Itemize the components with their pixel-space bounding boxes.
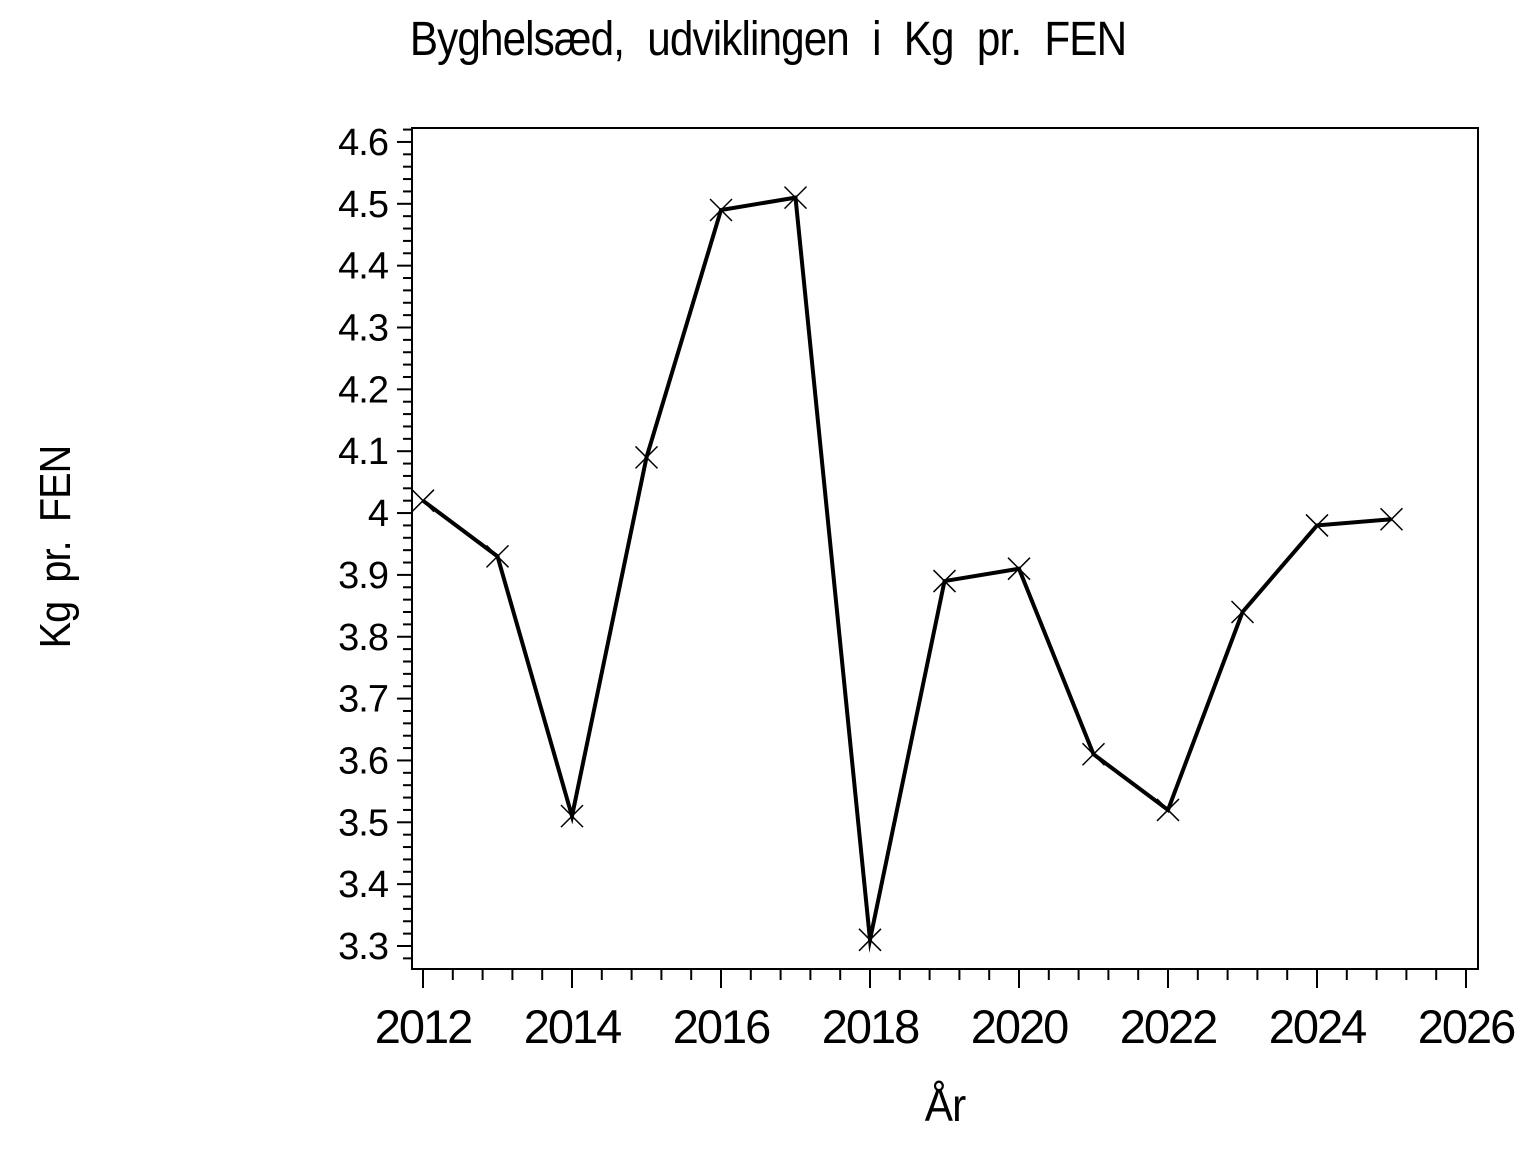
y-tick-label: 3.7 (338, 679, 388, 721)
y-tick-label: 4.3 (338, 308, 388, 350)
chart-title: Byghelsæd, udviklingen i Kg pr. FEN (409, 13, 1127, 66)
y-tick-label: 3.8 (338, 617, 388, 659)
data-point-marker (560, 804, 584, 828)
y-tick-label: 4.1 (338, 431, 388, 473)
data-point-marker (634, 445, 659, 469)
y-tick-label: 3.9 (338, 555, 388, 597)
x-tick-label: 2014 (524, 1000, 621, 1053)
y-tick-label: 4.4 (338, 246, 389, 288)
data-point-marker (1305, 513, 1329, 537)
y-tick-label: 4.6 (338, 122, 388, 164)
x-tick-label: 2022 (1120, 1000, 1217, 1053)
x-tick-label: 2026 (1418, 1000, 1515, 1053)
data-point-marker (932, 569, 957, 593)
y-tick-label: 4.5 (338, 184, 388, 226)
y-tick-label: 3.5 (338, 802, 388, 844)
y-tick-label: 3.4 (338, 864, 389, 906)
data-point-marker (1379, 507, 1404, 531)
x-tick-label: 2018 (822, 1000, 919, 1053)
x-tick-label: 2024 (1269, 1000, 1366, 1053)
x-tick-label: 2016 (673, 1000, 770, 1053)
y-tick-label: 3.3 (338, 926, 388, 968)
data-point-marker (411, 489, 435, 513)
x-tick-label: 2012 (375, 1000, 472, 1053)
y-tick-label: 4.2 (338, 369, 388, 411)
data-line (421, 195, 1392, 953)
data-point-marker (1007, 557, 1031, 581)
x-tick-label: 2020 (971, 1000, 1068, 1053)
x-axis-label: År (924, 1079, 966, 1131)
data-point-marker (709, 198, 733, 222)
data-point-marker (1156, 798, 1180, 822)
plot-frame (411, 127, 1479, 970)
y-tick-label: 3.6 (338, 740, 388, 782)
data-point-marker (783, 186, 808, 210)
data-point-marker (858, 928, 882, 952)
y-tick-label: 4 (368, 493, 389, 535)
data-point-marker (1230, 600, 1255, 624)
data-point-marker (1081, 742, 1106, 766)
data-point-marker (485, 544, 510, 568)
